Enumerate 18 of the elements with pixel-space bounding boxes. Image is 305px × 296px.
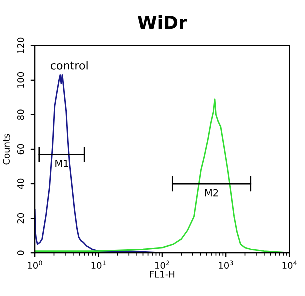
- x-tick-label: 10$^{0}$: [28, 260, 42, 270]
- y-tick-label: 120: [17, 38, 24, 54]
- x-tick-label: 10$^{1}$: [92, 260, 106, 270]
- series-label: M1: [56, 160, 68, 168]
- x-tick-label: 10$^{4}$: [282, 260, 298, 270]
- y-tick-label: 20: [17, 213, 24, 224]
- y-tick-label: 0: [17, 250, 24, 256]
- y-tick-label: 60: [17, 144, 24, 155]
- y-tick-label: 80: [17, 110, 24, 120]
- y-axis-title: Counts: [3, 134, 10, 165]
- chart-title: WiDr: [138, 15, 188, 30]
- annotation: control: [50, 61, 88, 70]
- x-tick-label: 10$^{2}$: [155, 260, 170, 270]
- x-tick-label: 10$^{3}$: [219, 260, 234, 270]
- y-tick-label: 40: [17, 178, 24, 190]
- y-tick-label: 100: [17, 72, 24, 88]
- series-label: M2: [205, 189, 218, 197]
- x-axis-title: FL1-H: [150, 271, 175, 278]
